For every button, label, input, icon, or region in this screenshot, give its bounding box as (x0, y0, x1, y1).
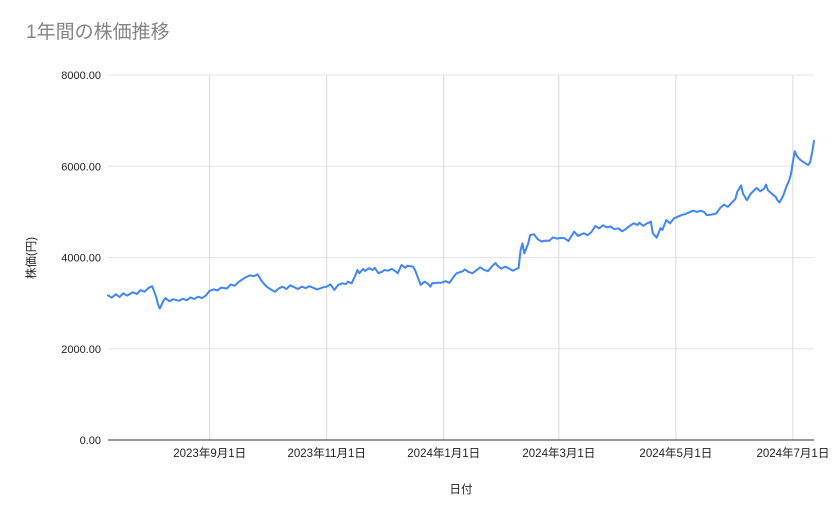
x-tick-label: 2024年3月1日 (522, 446, 595, 460)
x-tick-label: 2023年9月1日 (173, 446, 246, 460)
x-axis-title: 日付 (449, 484, 473, 496)
y-tick-label: 0.00 (80, 435, 101, 447)
y-tick-label: 4000.00 (61, 253, 101, 265)
y-tick-label: 2000.00 (61, 344, 101, 356)
y-tick-label: 8000.00 (61, 70, 101, 82)
price-line (107, 139, 815, 310)
x-tick-label: 2024年7月1日 (756, 446, 829, 460)
x-tick-label: 2024年1月1日 (407, 446, 480, 460)
x-tick-label: 2023年11月1日 (287, 446, 365, 460)
x-tick-label: 2024年5月1日 (639, 446, 712, 460)
y-tick-label: 6000.00 (61, 161, 101, 173)
chart-title: 1年間の株価推移 (26, 22, 170, 43)
